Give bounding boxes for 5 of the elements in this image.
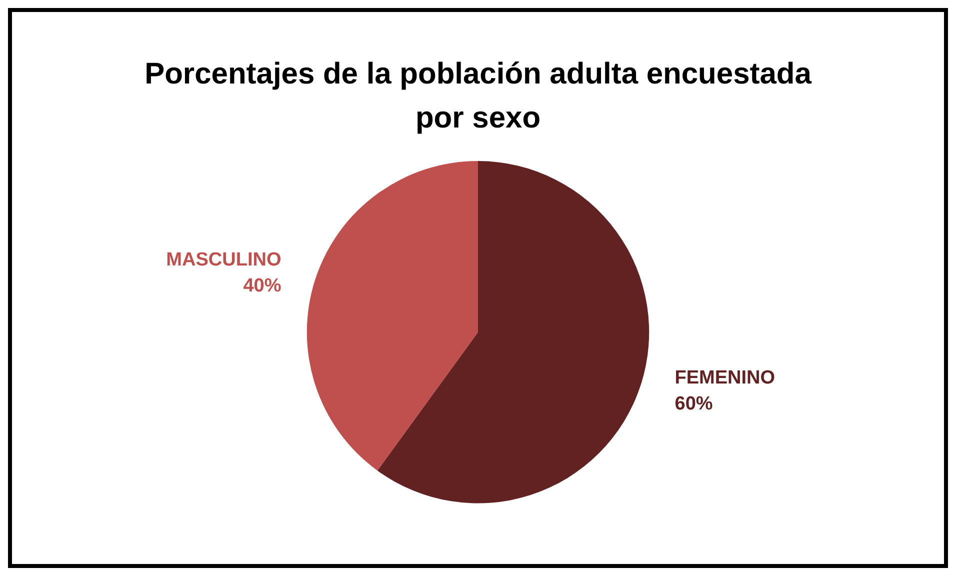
data-label: 40% <box>243 276 282 297</box>
data-label: 60% <box>674 394 713 415</box>
slice-label: MASCULINO <box>166 250 282 271</box>
chart-title: Porcentajes de la población adulta encuestada por sexo <box>144 58 812 134</box>
slice-label: FEMENINO <box>674 368 776 389</box>
